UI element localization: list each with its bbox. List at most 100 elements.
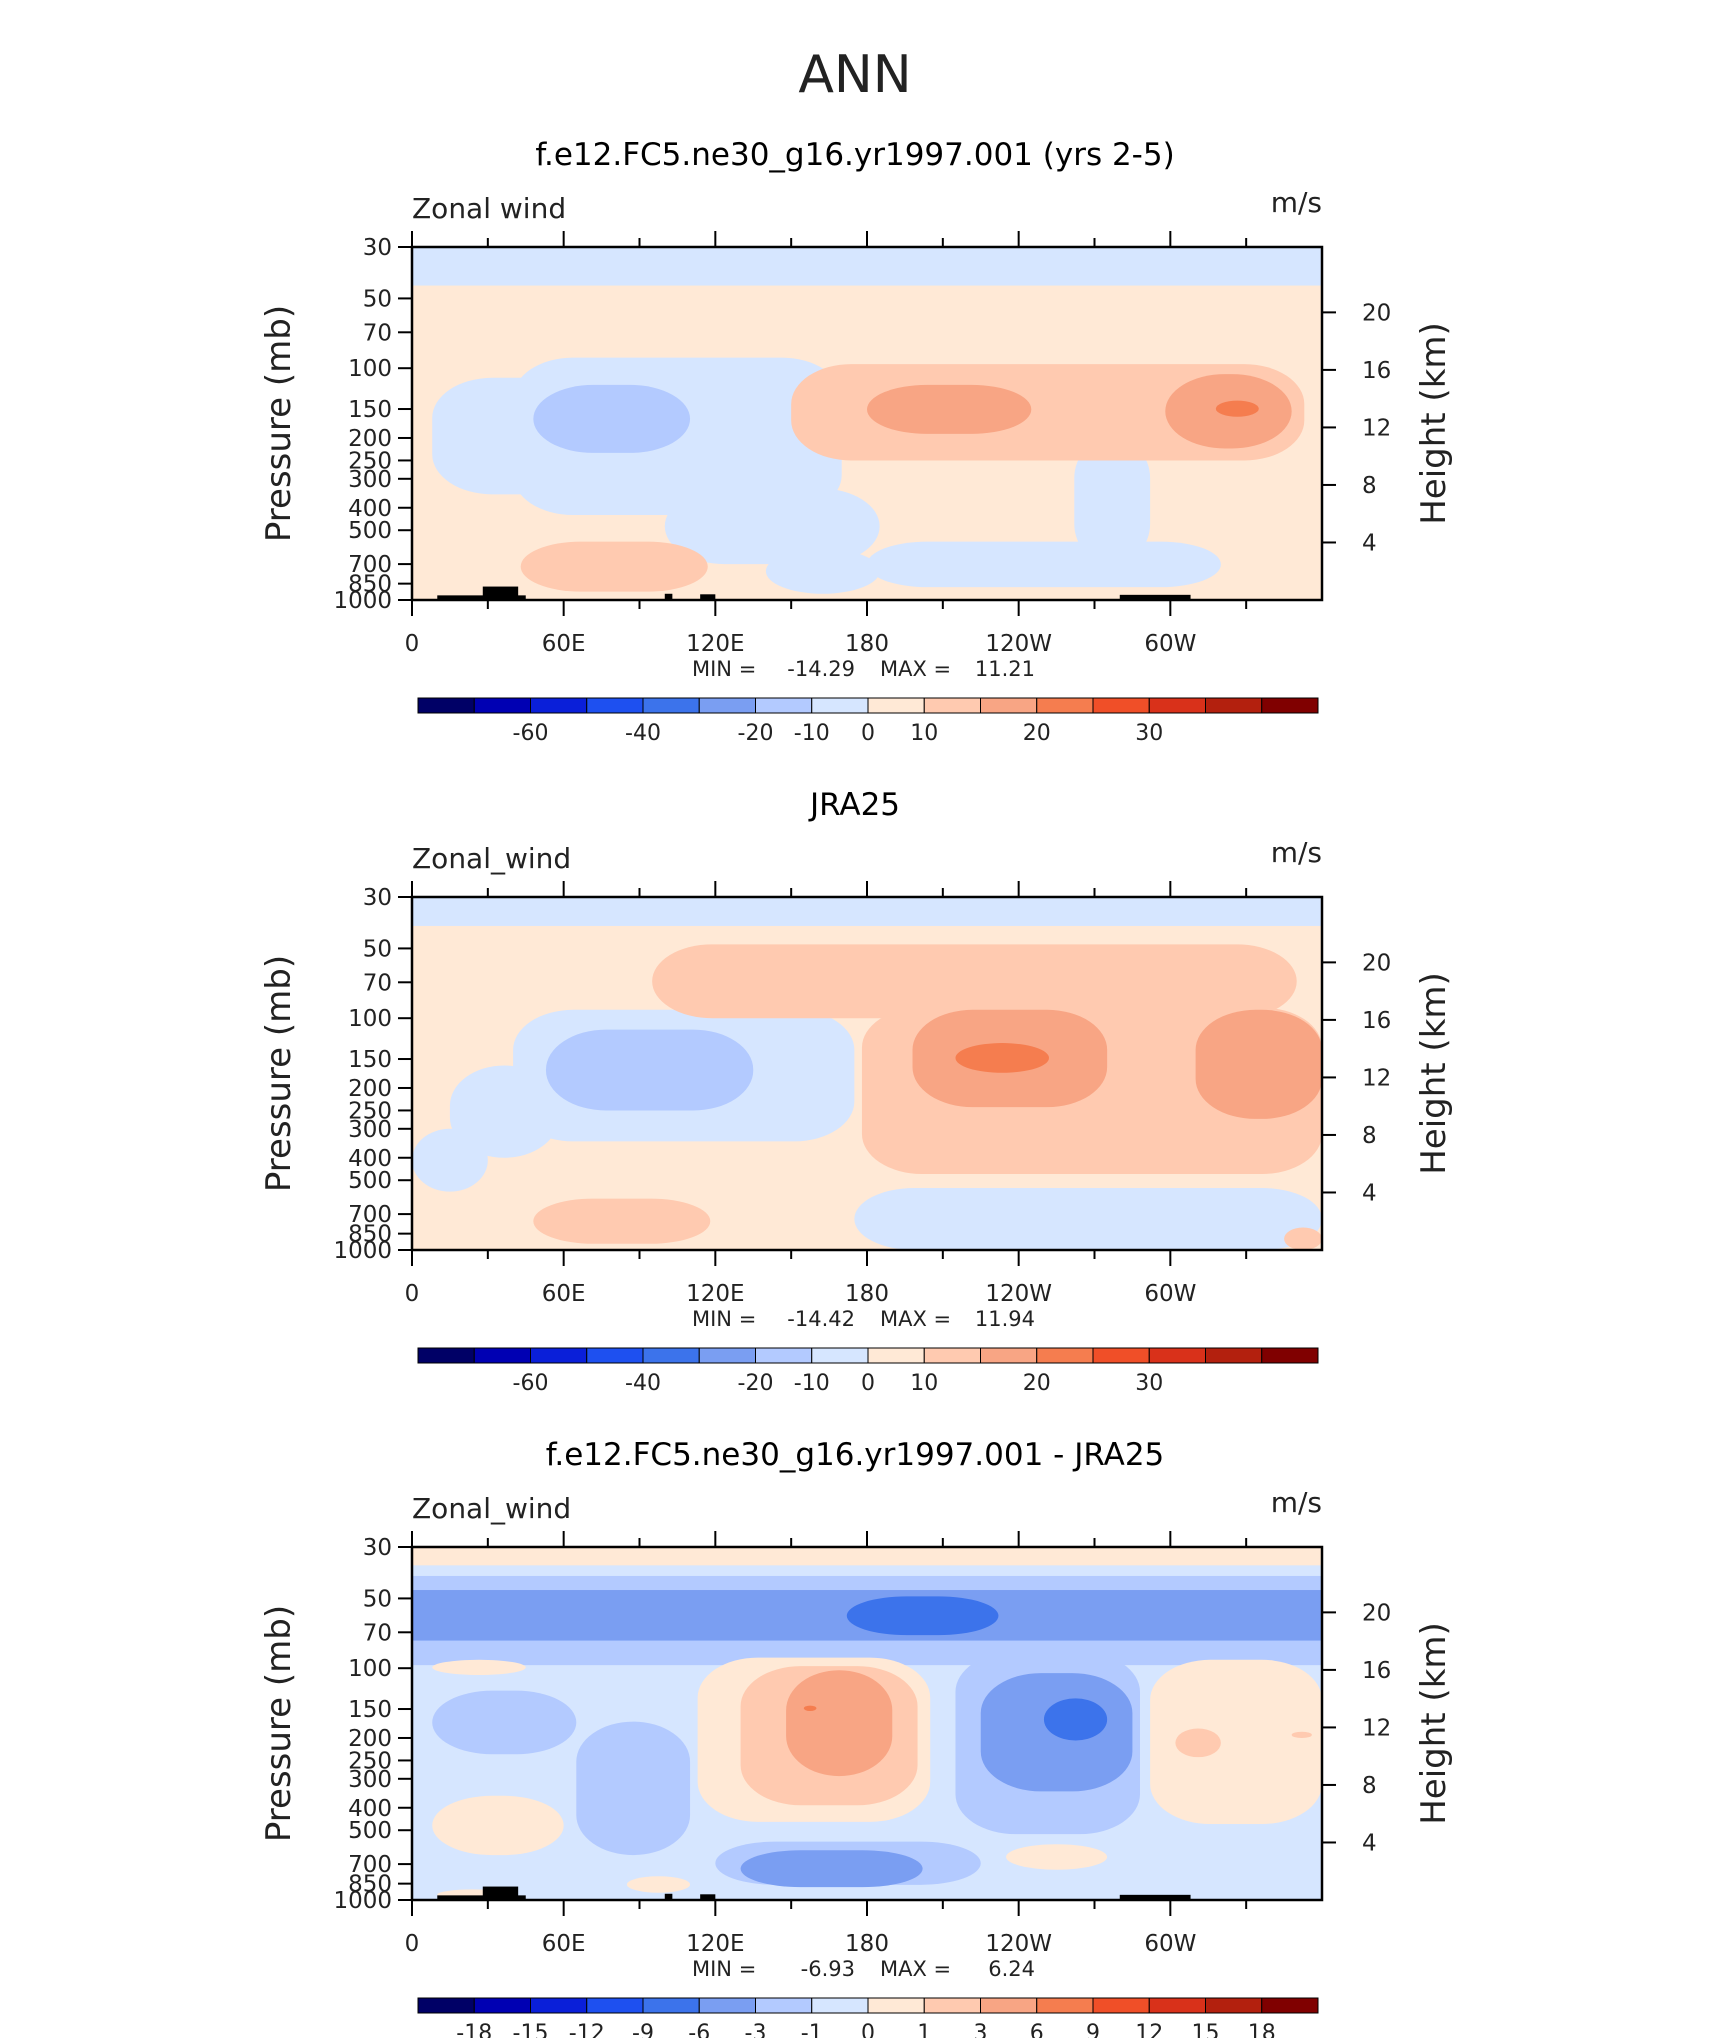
y-tick-label: 1000 bbox=[333, 1888, 392, 1914]
y-tick-label: 300 bbox=[348, 1767, 392, 1793]
colorbar-box bbox=[811, 697, 869, 714]
min-label: MIN = bbox=[692, 1957, 756, 1981]
colorbar-label: 1 bbox=[917, 2021, 931, 2038]
contour-field bbox=[412, 1547, 1322, 1900]
x-tick-label: 0 bbox=[405, 1281, 420, 1307]
height-tick-label: 20 bbox=[1362, 1600, 1391, 1626]
contour-region bbox=[1215, 400, 1259, 417]
y-tick-label: 50 bbox=[363, 1586, 392, 1612]
x-tick-label: 60E bbox=[542, 1931, 586, 1957]
colorbar-box bbox=[1261, 697, 1319, 714]
colorbar-label: 20 bbox=[1023, 1371, 1051, 1396]
colorbar-box bbox=[530, 1997, 588, 2014]
colorbar-box bbox=[1148, 697, 1206, 714]
topography-block bbox=[437, 595, 526, 600]
y-tick-label: 50 bbox=[363, 286, 392, 312]
y-tick-label: 700 bbox=[348, 1852, 392, 1878]
colorbar-box bbox=[473, 697, 531, 714]
colorbar-label: 12 bbox=[1135, 2021, 1163, 2038]
colorbar: -60 -40 -20 -10 0 10 20 30 bbox=[417, 697, 1319, 746]
contour-region bbox=[652, 944, 1297, 1019]
y-tick-label: 850 bbox=[348, 1872, 392, 1898]
contour-region bbox=[1074, 437, 1151, 565]
colorbar-label: -60 bbox=[513, 1371, 549, 1396]
colorbar-label: -40 bbox=[625, 1371, 661, 1396]
panel-title: f.e12.FC5.ne30_g16.yr1997.001 - JRA25 bbox=[546, 1437, 1165, 1473]
contour-region bbox=[765, 548, 880, 594]
height-tick-label: 4 bbox=[1362, 1830, 1377, 1856]
topography-block bbox=[700, 594, 716, 600]
contour-region bbox=[854, 1187, 1322, 1250]
height-tick-label: 12 bbox=[1362, 1065, 1391, 1091]
contour-region bbox=[1195, 1009, 1322, 1119]
colorbar-box bbox=[417, 697, 475, 714]
colorbar-label: 10 bbox=[910, 721, 938, 746]
contour-region bbox=[955, 1043, 1049, 1073]
colorbar-label: 15 bbox=[1192, 2021, 1220, 2038]
colorbar-box bbox=[1092, 697, 1150, 714]
x-tick-label: 60E bbox=[542, 631, 586, 657]
colorbar-box bbox=[1205, 1997, 1263, 2014]
variable-label: Zonal_wind bbox=[412, 842, 571, 875]
contour-region bbox=[740, 1850, 923, 1888]
height-tick-label: 8 bbox=[1362, 1123, 1377, 1149]
y-tick-label: 500 bbox=[348, 1168, 392, 1194]
colorbar-label: -9 bbox=[632, 2021, 654, 2038]
max-value: 11.94 bbox=[975, 1307, 1035, 1331]
x-tick-label: 120W bbox=[985, 1281, 1052, 1307]
x-tick-label: 60W bbox=[1144, 631, 1196, 657]
max-label: MAX = bbox=[880, 1307, 951, 1331]
x-tick-label: 60E bbox=[542, 1281, 586, 1307]
colorbar-box bbox=[586, 1347, 644, 1364]
contour-region bbox=[867, 384, 1032, 434]
colorbar-box bbox=[698, 1997, 756, 2014]
page-title: ANN bbox=[798, 45, 911, 105]
colorbar-box bbox=[642, 1997, 700, 2014]
colorbar-box bbox=[811, 1997, 869, 2014]
contour-region bbox=[412, 1128, 488, 1192]
colorbar-box bbox=[1036, 697, 1094, 714]
units-label: m/s bbox=[1271, 1486, 1322, 1519]
y-tick-label: 250 bbox=[348, 1098, 392, 1124]
y-tick-label: 150 bbox=[348, 1697, 392, 1723]
x-tick-label: 180 bbox=[845, 1281, 889, 1307]
colorbar-label: -10 bbox=[794, 1371, 830, 1396]
colorbar-box bbox=[417, 1997, 475, 2014]
y-tick-label: 30 bbox=[363, 235, 392, 261]
colorbar: -18 -15 -12 -9 -6 -3 -1 0 1 3 6 9 12 15 18 bbox=[417, 1997, 1319, 2043]
colorbar-box bbox=[698, 697, 756, 714]
y-tick-label: 300 bbox=[348, 1117, 392, 1143]
x-tick-label: 0 bbox=[405, 631, 420, 657]
y-tick-label: 400 bbox=[348, 1146, 392, 1172]
topography-block bbox=[437, 1895, 526, 1900]
min-value: -6.93 bbox=[801, 1957, 855, 1981]
colorbar-label: 0 bbox=[861, 1371, 875, 1396]
colorbar-box bbox=[923, 1347, 981, 1364]
colorbar-label: -10 bbox=[794, 721, 830, 746]
y-tick-label: 150 bbox=[348, 1047, 392, 1073]
contour-region bbox=[786, 1670, 893, 1777]
colorbar-label: -12 bbox=[569, 2021, 605, 2038]
colorbar-label: 0 bbox=[861, 721, 875, 746]
contour-region bbox=[533, 384, 691, 453]
y-tick-label: 100 bbox=[348, 1656, 392, 1682]
colorbar-label: 18 bbox=[1248, 2021, 1276, 2038]
height-tick-label: 20 bbox=[1362, 300, 1391, 326]
colorbar-label: -1 bbox=[801, 2021, 823, 2038]
colorbar-label: -18 bbox=[456, 2021, 492, 2038]
contour-region bbox=[576, 1721, 691, 1856]
y-tick-label: 100 bbox=[348, 1006, 392, 1032]
max-label: MAX = bbox=[880, 1957, 951, 1981]
units-label: m/s bbox=[1271, 836, 1322, 869]
y-axis-label-right: Height (km) bbox=[1414, 972, 1454, 1175]
y-tick-label: 700 bbox=[348, 552, 392, 578]
contour-field bbox=[412, 247, 1322, 600]
y-tick-label: 1000 bbox=[333, 588, 392, 614]
colorbar-box bbox=[980, 1997, 1038, 2014]
colorbar-label: -40 bbox=[625, 721, 661, 746]
colorbar-box bbox=[586, 697, 644, 714]
contour-region bbox=[1175, 1728, 1221, 1758]
colorbar-box bbox=[642, 1347, 700, 1364]
colorbar-box bbox=[867, 1997, 925, 2014]
